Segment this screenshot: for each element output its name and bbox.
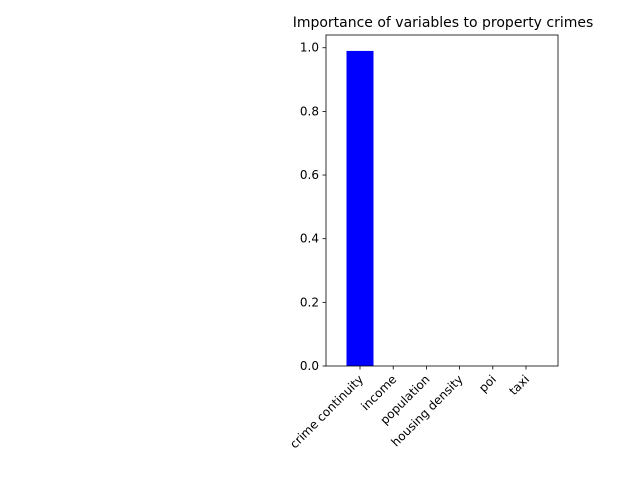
y-tick-label: 0.6 (300, 168, 319, 182)
y-axis: 0.0 0.2 0.4 0.6 0.8 1.0 (300, 41, 326, 373)
plot-frame (325, 34, 559, 367)
y-tick-label: 0.4 (300, 232, 319, 246)
bar-crime-continuity (346, 50, 374, 367)
axes-layer (325, 34, 559, 367)
bars-layer (346, 50, 374, 367)
chart-title: Importance of variables to property crim… (293, 15, 594, 31)
y-tick-label: 1.0 (300, 41, 319, 55)
y-tick-label: 0.8 (300, 104, 319, 118)
y-tick-label: 0.2 (300, 295, 319, 309)
y-tick-label: 0.0 (300, 359, 319, 373)
